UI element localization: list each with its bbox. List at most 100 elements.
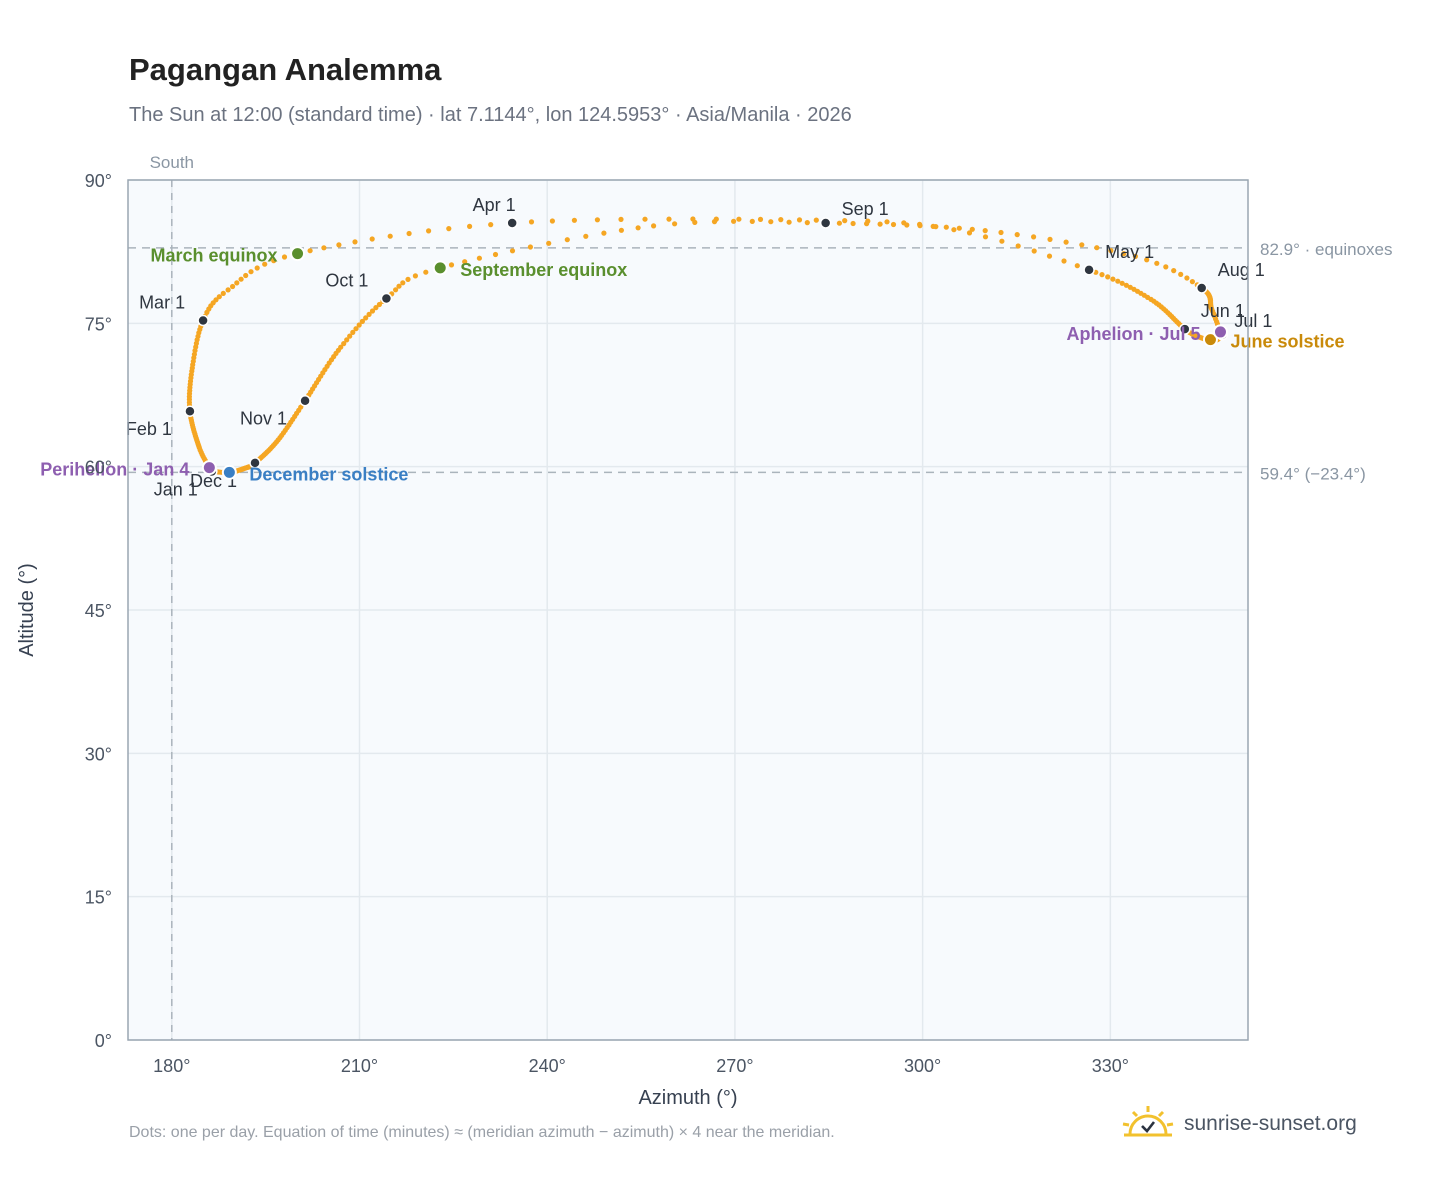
day-dot xyxy=(796,217,803,223)
day-dot xyxy=(254,265,260,271)
month-label: Jun 1 xyxy=(1201,301,1245,321)
day-dot xyxy=(1154,260,1160,266)
day-dot xyxy=(476,255,482,261)
footer-note: Dots: one per day. Equation of time (min… xyxy=(129,1124,835,1141)
day-dot xyxy=(672,221,678,227)
event-label: March equinox xyxy=(151,246,278,266)
day-dot xyxy=(864,221,870,227)
month-label: Oct 1 xyxy=(325,270,368,290)
day-dot xyxy=(238,276,244,282)
day-dot xyxy=(412,273,418,279)
day-dot xyxy=(1123,282,1129,288)
event-label: Aphelion · Jul 5 xyxy=(1066,324,1200,344)
day-dot xyxy=(1163,264,1169,270)
reference-lines: South 82.9° · equinoxes 59.4° (−23.4°) xyxy=(128,153,1393,1040)
month-label: Sep 1 xyxy=(842,199,889,219)
day-dot xyxy=(930,223,936,229)
month-marker xyxy=(1179,323,1191,335)
day-dot xyxy=(1061,258,1067,264)
day-dot xyxy=(711,219,718,225)
day-dot xyxy=(966,230,973,236)
day-dot xyxy=(220,290,226,296)
plot-frame xyxy=(127,179,1249,1041)
day-dot xyxy=(917,223,923,229)
day-dot xyxy=(393,287,399,293)
y-tick-label: 60° xyxy=(85,458,112,478)
day-dot xyxy=(396,283,402,289)
day-dot xyxy=(564,237,570,243)
day-dot xyxy=(271,258,277,264)
day-dot xyxy=(1144,257,1150,263)
day-dot xyxy=(234,280,240,286)
day-dot xyxy=(363,315,369,321)
day-dot xyxy=(1105,274,1111,280)
event-markers: March equinox September equinox June solst… xyxy=(40,246,1344,485)
x-tick-label: 330° xyxy=(1092,1056,1129,1076)
day-dot xyxy=(400,280,406,286)
day-dot xyxy=(248,269,254,275)
x-tick-label: 180° xyxy=(153,1056,190,1076)
day-dot xyxy=(692,219,698,225)
day-dot xyxy=(446,226,452,232)
day-dot xyxy=(262,261,268,267)
day-dot xyxy=(350,329,356,335)
day-dot xyxy=(618,227,625,233)
day-dot xyxy=(890,221,897,228)
day-dot xyxy=(307,248,313,254)
day-dot xyxy=(666,216,672,222)
day-dot xyxy=(1094,245,1100,251)
day-dot xyxy=(423,269,429,275)
month-marker xyxy=(819,217,832,229)
day-dot xyxy=(213,297,219,303)
month-marker xyxy=(184,405,196,417)
month-label: Nov 1 xyxy=(240,409,287,429)
x-tick-label: 210° xyxy=(341,1056,378,1076)
meridian-label: South xyxy=(150,153,194,172)
day-dot xyxy=(344,337,350,343)
day-dot xyxy=(352,239,358,245)
event-marker xyxy=(221,464,237,480)
day-dot xyxy=(1121,251,1127,257)
day-dot xyxy=(492,251,499,258)
event-marker xyxy=(1212,324,1228,340)
day-dot xyxy=(1115,278,1121,284)
month-marker xyxy=(299,394,311,407)
x-tick-label: 240° xyxy=(529,1056,566,1076)
day-dot xyxy=(509,248,516,254)
month-label: Feb 1 xyxy=(126,419,172,439)
day-dot xyxy=(1184,275,1190,281)
day-dot xyxy=(999,238,1005,244)
day-dot xyxy=(836,220,843,226)
day-dot xyxy=(1171,268,1177,274)
day-dot xyxy=(216,294,222,300)
day-dot xyxy=(373,305,379,311)
y-tick-label: 0° xyxy=(95,1031,112,1051)
event-marker xyxy=(432,260,448,276)
day-dot xyxy=(369,308,376,314)
day-dot xyxy=(341,341,347,347)
day-dot xyxy=(356,322,362,328)
day-dot xyxy=(336,242,342,248)
day-dot xyxy=(969,226,975,232)
day-dot xyxy=(369,236,375,242)
day-dot xyxy=(426,228,432,234)
day-dot xyxy=(448,262,455,268)
day-dot xyxy=(1189,279,1195,285)
month-label: Jul 1 xyxy=(1234,311,1272,331)
y-tick-label: 45° xyxy=(85,601,112,621)
day-dot xyxy=(1099,272,1105,278)
day-dot xyxy=(546,240,552,246)
day-dot xyxy=(405,276,411,282)
day-dot xyxy=(877,221,883,227)
brand[interactable]: sunrise-sunset.org xyxy=(1120,1104,1357,1144)
month-marker xyxy=(249,457,261,469)
y-axis-label: Altitude (°) xyxy=(16,563,38,657)
month-marker xyxy=(197,314,209,327)
event-marker xyxy=(201,460,217,476)
day-dot xyxy=(230,283,236,290)
day-dot xyxy=(768,219,774,225)
day-dot xyxy=(467,223,473,229)
y-tick-label: 15° xyxy=(85,888,112,908)
